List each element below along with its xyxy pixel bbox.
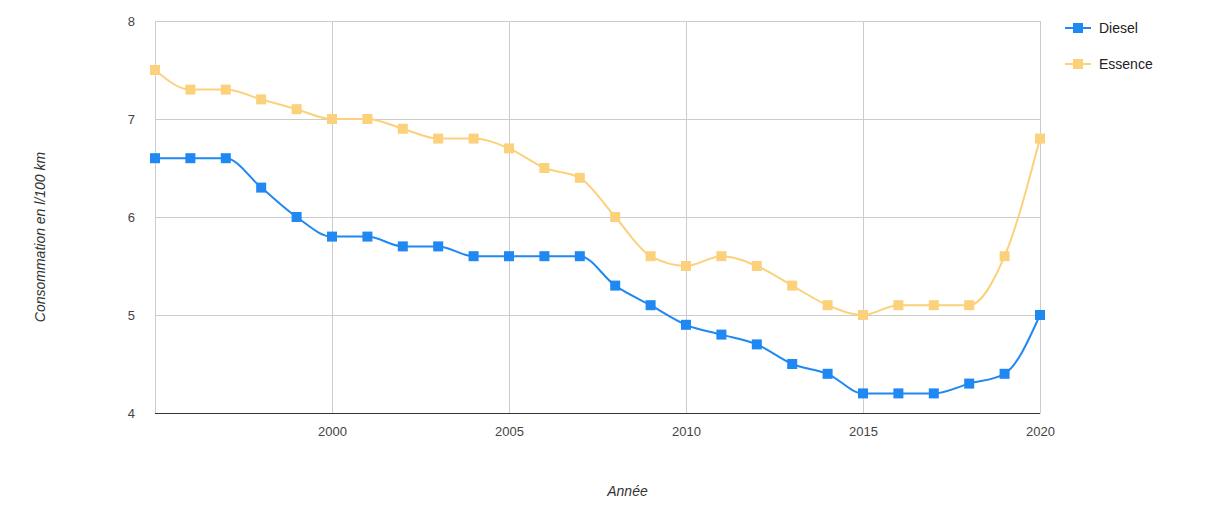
x-tick: 2020 <box>1026 21 1055 439</box>
series-marker <box>575 251 585 261</box>
series-marker <box>327 232 337 242</box>
series-marker <box>504 251 514 261</box>
series-area <box>150 65 1045 398</box>
series-marker <box>929 300 939 310</box>
series-marker <box>292 104 302 114</box>
legend-label: Diesel <box>1099 20 1138 36</box>
series-marker <box>433 241 443 251</box>
x-tick: 2005 <box>495 21 524 439</box>
legend-marker <box>1073 23 1083 33</box>
x-axis-line <box>156 21 1041 414</box>
x-grid-line <box>1040 21 1041 413</box>
y-axis-title: Consommation en l/100 km <box>32 151 48 322</box>
series-marker <box>150 153 160 163</box>
series-marker <box>150 65 160 75</box>
x-tick-label: 2005 <box>495 424 524 439</box>
series-marker <box>858 310 868 320</box>
y-grid-line <box>155 413 1040 414</box>
series-marker <box>256 183 266 193</box>
y-tick: 4 <box>128 406 1040 421</box>
x-tick-label: 2010 <box>672 424 701 439</box>
y-grid-line <box>155 119 1040 120</box>
series-line <box>155 70 1040 315</box>
y-grid-line <box>155 21 1040 22</box>
series-marker <box>1000 369 1010 379</box>
y-tick-label: 7 <box>128 112 135 127</box>
series-marker <box>681 261 691 271</box>
series-marker <box>504 143 514 153</box>
series-line <box>155 158 1040 393</box>
series-marker <box>752 261 762 271</box>
series-marker <box>433 134 443 144</box>
series-marker <box>858 388 868 398</box>
chart: 2000 2005 2010 2015 2020 4 5 6 7 8 Année Consommati… <box>0 0 1218 514</box>
x-tick: 2000 <box>318 21 347 439</box>
series-marker <box>964 379 974 389</box>
y-grid-line <box>155 315 1040 316</box>
series-marker <box>716 330 726 340</box>
legend-item: Essence <box>1065 56 1153 72</box>
y-tick-label: 4 <box>128 406 135 421</box>
series-marker <box>362 114 372 124</box>
series-marker <box>610 212 620 222</box>
y-axis: 4 5 6 7 8 <box>128 14 1040 421</box>
y-tick-label: 5 <box>128 308 135 323</box>
series-marker <box>575 173 585 183</box>
series-marker <box>221 153 231 163</box>
series-marker <box>327 114 337 124</box>
x-tick-label: 2020 <box>1026 424 1055 439</box>
series-marker <box>823 369 833 379</box>
series-marker <box>539 251 549 261</box>
y-tick: 8 <box>128 14 1040 29</box>
x-tick: 2015 <box>849 21 878 439</box>
series-marker <box>185 153 195 163</box>
series-marker <box>610 281 620 291</box>
series-marker <box>823 300 833 310</box>
x-tick-label: 2015 <box>849 424 878 439</box>
x-axis-title: Année <box>606 483 648 499</box>
series-marker <box>469 251 479 261</box>
series-marker <box>185 85 195 95</box>
series-marker <box>362 232 372 242</box>
x-axis: 2000 2005 2010 2015 2020 <box>156 21 1055 439</box>
series-marker <box>929 388 939 398</box>
series-marker <box>787 359 797 369</box>
series-marker <box>964 300 974 310</box>
series-marker <box>893 300 903 310</box>
legend: Diesel Essence <box>1065 20 1153 72</box>
y-tick-label: 6 <box>128 210 135 225</box>
series-marker <box>1035 134 1045 144</box>
series-marker <box>292 212 302 222</box>
series-marker <box>716 251 726 261</box>
legend-item: Diesel <box>1065 20 1138 36</box>
series-marker <box>752 339 762 349</box>
y-grid-line <box>155 217 1040 218</box>
plot: 2000 2005 2010 2015 2020 4 5 6 7 8 <box>128 14 1055 440</box>
x-tick: 2010 <box>672 21 701 439</box>
legend-marker <box>1073 59 1083 69</box>
y-axis-line <box>156 22 1041 414</box>
series-marker <box>893 388 903 398</box>
x-tick-label: 2000 <box>318 424 347 439</box>
series-marker <box>256 94 266 104</box>
series-marker <box>646 300 656 310</box>
y-tick-label: 8 <box>128 14 135 29</box>
series-marker <box>681 320 691 330</box>
series-marker <box>539 163 549 173</box>
series-marker <box>221 85 231 95</box>
series-marker <box>1000 251 1010 261</box>
series-marker <box>1035 310 1045 320</box>
series-marker <box>398 124 408 134</box>
y-tick: 7 <box>128 112 1040 127</box>
legend-label: Essence <box>1099 56 1153 72</box>
series-marker <box>469 134 479 144</box>
series-marker <box>646 251 656 261</box>
y-tick: 6 <box>128 210 1040 225</box>
series-marker <box>398 241 408 251</box>
series-marker <box>787 281 797 291</box>
